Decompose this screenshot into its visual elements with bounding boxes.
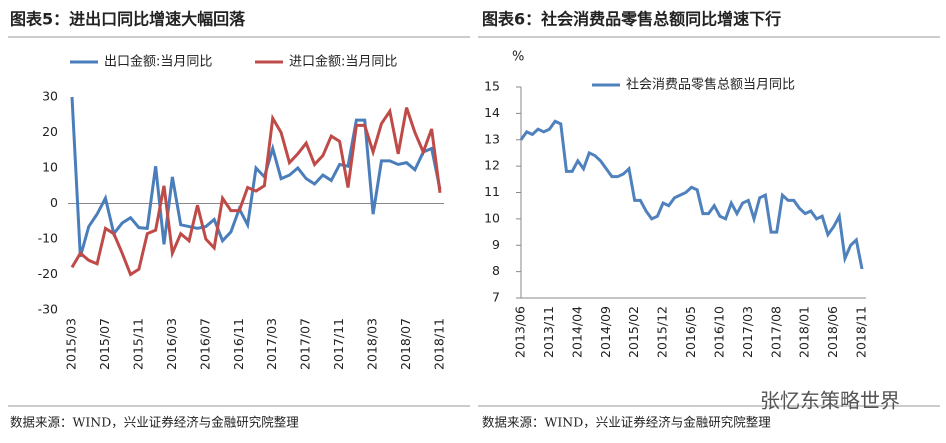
y-tick-label: 10 — [42, 160, 58, 175]
line — [519, 119, 864, 270]
x-tick-label: 2016/10 — [711, 306, 726, 358]
line — [70, 96, 442, 258]
y-tick-label: -10 — [38, 231, 58, 246]
x-tick-label: 2015/03 — [64, 318, 79, 370]
x-tick-label: 2016/05 — [683, 306, 698, 358]
x-tick-label: 2018/11 — [432, 318, 447, 370]
x-tick-label: 2015/02 — [626, 306, 641, 358]
source: 数据来源：WIND，兴业证券经济与金融研究院整理 — [482, 415, 771, 430]
y-tick-label: 20 — [42, 124, 58, 139]
legend-label: 进口金额:当月同比 — [289, 54, 397, 70]
x-tick-label: 2018/06 — [825, 306, 840, 358]
x-tick-label: 2013/11 — [541, 306, 556, 358]
y-tick-label: 8 — [492, 263, 500, 278]
y-tick-label: -30 — [38, 302, 58, 317]
x-tick-label: 2015/11 — [130, 318, 145, 370]
y-axis-label: % — [512, 50, 524, 65]
x-tick-label: 2017/08 — [768, 306, 783, 358]
x-tick-label: 2018/01 — [797, 306, 812, 358]
x-tick-label: 2015/07 — [97, 318, 112, 370]
legend-label: 社会消费品零售总额当月同比 — [626, 77, 795, 93]
x-tick-label: 2018/11 — [854, 306, 869, 358]
x-tick-label: 2013/06 — [513, 306, 528, 358]
source: 数据来源：WIND，兴业证券经济与金融研究院整理 — [10, 415, 299, 430]
y-tick-label: 11 — [484, 184, 500, 199]
x-tick-label: 2016/07 — [197, 318, 212, 370]
x-tick-label: 2014/09 — [598, 306, 613, 358]
y-tick-label: 13 — [484, 131, 500, 146]
legend-label: 出口金额:当月同比 — [104, 54, 212, 70]
chart-title: 图表6：社会消费品零售总额同比增速下行 — [482, 10, 781, 29]
line — [70, 107, 442, 277]
x-tick-label: 2016/11 — [231, 318, 246, 370]
y-tick-label: 7 — [492, 290, 500, 305]
y-tick-label: 30 — [42, 89, 58, 104]
chart-title: 图表5：进出口同比增速大幅回落 — [10, 10, 246, 29]
x-tick-label: 2017/07 — [298, 318, 313, 370]
y-tick-label: 9 — [492, 237, 500, 252]
y-tick-label: 10 — [484, 210, 500, 225]
x-tick-label: 2017/11 — [331, 318, 346, 370]
y-tick-label: 12 — [484, 158, 500, 173]
x-tick-label: 2018/07 — [398, 318, 413, 370]
x-tick-label: 2014/04 — [569, 306, 584, 358]
x-tick-label: 2018/03 — [365, 318, 380, 370]
y-tick-label: 15 — [484, 79, 500, 94]
watermark: 张忆东策略世界 — [760, 389, 900, 413]
x-tick-label: 2017/03 — [264, 318, 279, 370]
y-tick-label: 0 — [50, 195, 58, 210]
x-tick-label: 2015/12 — [655, 306, 670, 358]
x-tick-label: 2016/03 — [164, 318, 179, 370]
y-tick-label: 14 — [484, 105, 500, 120]
y-tick-label: -20 — [38, 266, 58, 281]
x-tick-label: 2017/03 — [740, 306, 755, 358]
